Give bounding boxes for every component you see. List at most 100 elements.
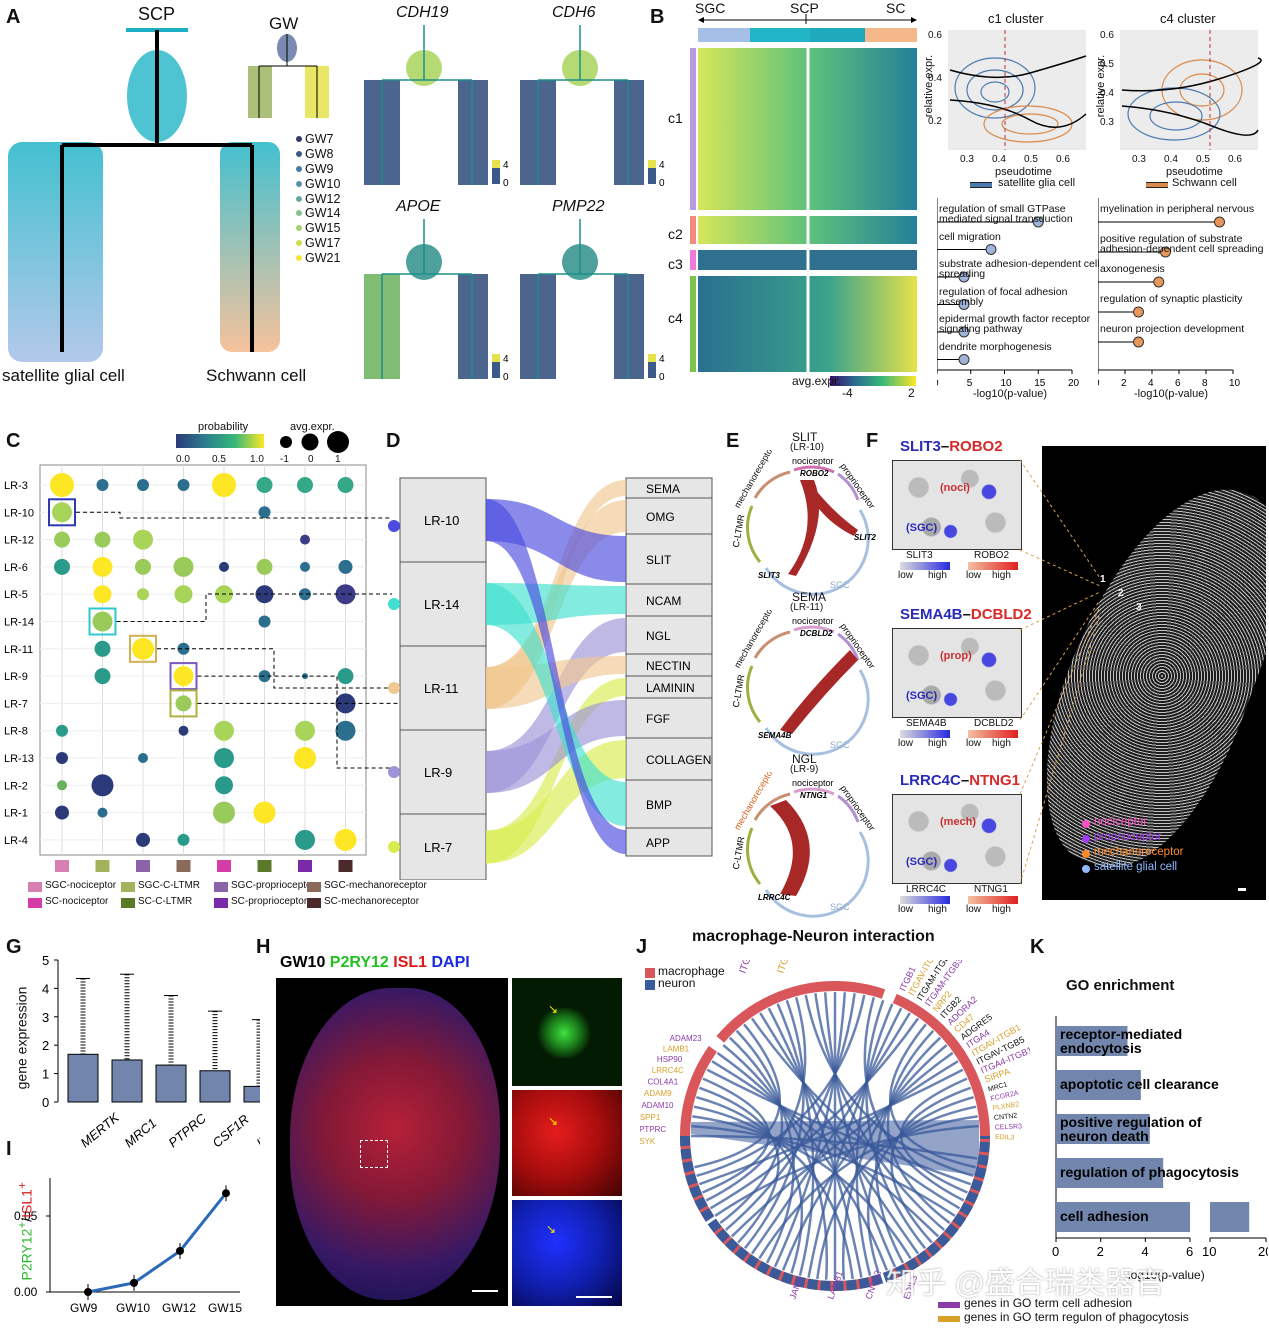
lollipop-dot [1032,216,1044,228]
dot [55,805,69,820]
bar [155,1064,187,1103]
k-title: GO enrichment [1066,977,1175,994]
legend-label: SGC-mechanoreceptor [324,880,427,891]
row-label: LR-3 [4,480,28,492]
k-bar-ext [1210,1202,1250,1232]
zoom-line [1020,613,1101,885]
gw-legend-label: GW12 [305,191,341,206]
highlight-box [88,607,117,636]
scale-min: 0 [503,178,509,189]
go-right: 0 2 4 6 8 10 [1098,198,1241,389]
y-tick-label: 0 [42,1095,49,1110]
f-zoom-lines [1020,591,1101,721]
k-term-label: cell adhesion [1060,1208,1149,1224]
gw-legend-dot [296,180,302,187]
gw-legend-item: GW21 [296,250,340,265]
dot [295,829,315,850]
chord-circle: nociceptorDCBLD2SEMA4BSGCC-LTMRmechanore… [731,610,877,756]
f-low: low [898,904,914,915]
chord-ligand: DCBLD2 [800,629,833,638]
x-tick-label: 2 [1121,378,1127,389]
source-dot [388,682,400,694]
scale-min: 0 [503,372,509,383]
chord-ribbon [770,800,810,896]
f-scale-b [968,896,1018,904]
y-tick-label: 0.05 [14,1209,38,1223]
dot [93,585,112,604]
gw-legend-dot [296,254,302,261]
f-cell-label: (noci) [940,482,970,494]
g-ylabel: gene expression [13,986,30,1090]
scale-max: 4 [503,160,509,171]
gene-label: MRC1 [121,1115,159,1150]
i-ylabel-isl1: ISL1 [18,1189,35,1218]
ratio-point [222,1189,230,1198]
f-legend-dot [1082,835,1090,843]
k-term-label: apoptotic cell clearance [1060,1076,1219,1092]
scale-bar-top [492,354,500,362]
prob-tick-2: 1.0 [250,454,264,465]
arc-prop [837,794,860,823]
right-branch [614,274,644,379]
dot [173,556,194,577]
dot [337,477,354,493]
right-branch [458,274,488,379]
j-legend-label: macrophage [658,964,725,978]
dot [56,752,68,764]
panel-label-k: K [1030,936,1045,958]
f-pair-title: LRRC4C–NTNG1 [900,772,1020,789]
column-color-key [257,860,272,872]
row-label: LR-7 [4,698,28,710]
k-term-label-2: neuron death [1060,1128,1149,1144]
chord-top-label: nociceptor [792,778,834,788]
k-tick-label: 2 [1097,1244,1104,1259]
chord-link [693,1105,854,1280]
legend-swatch [214,882,228,892]
k-tick-label: 0 [1052,1244,1059,1259]
k-tick-label: 10 [1202,1244,1216,1259]
arc-cltmr [746,665,762,723]
chord-other: SEMA4B [758,731,792,740]
j-gene-label: ADAM9 [644,1089,672,1098]
chord-band [691,1120,979,1176]
arc-mech [753,470,791,499]
column-color-key [55,860,69,872]
j-chord-diagram: ITGB1ITGAV-ITGB1ITGAM-ITGB2ITGAM-ITGB3NR… [640,960,1030,1301]
f-scale-a [900,896,950,904]
cluster-c2: c2 [668,226,683,242]
lollipop-dot [1133,306,1144,318]
scale-bar-top [648,160,656,168]
colorbar-title: avg.expr. [792,374,841,388]
column-color-key [217,860,231,872]
panel-label-a: A [6,6,21,28]
dot [94,640,111,657]
panel-label-g: G [6,936,22,958]
gw-legend-label: GW8 [305,147,334,162]
arc-noci [793,465,835,474]
y-tick-label: 1 [42,1067,49,1082]
c4-ytick: 0.6 [1100,30,1114,41]
j-legend-swatch [645,980,655,990]
ratio-point [176,1246,184,1255]
zoom-line [1020,605,1101,795]
f-scale-a [900,730,950,738]
f-scalebar [1238,888,1246,891]
go-term-label: substrate adhesion-dependent cell spread… [939,258,1100,280]
bar [111,1059,143,1103]
axis-sgc: SGC [695,0,726,16]
target-label: FGF [646,712,670,726]
f-gene-b: DCBLD2 [974,718,1014,729]
x-tick-label: 8 [1202,378,1208,389]
highlight-box [48,498,76,527]
panel-label-b: B [650,6,665,28]
row-label: LR-14 [4,617,34,629]
chord-top-label: nociceptor [792,616,834,626]
h-scalebar [472,1290,498,1292]
h-title-dapi: DAPI [431,954,470,971]
j-gene-label: EDIL3 [995,1134,1015,1141]
dot [177,642,190,655]
gene-title: CDH6 [552,4,596,21]
chord-title: SEMA [792,590,827,604]
h-inset-box [360,1140,388,1168]
target-node [625,779,713,829]
